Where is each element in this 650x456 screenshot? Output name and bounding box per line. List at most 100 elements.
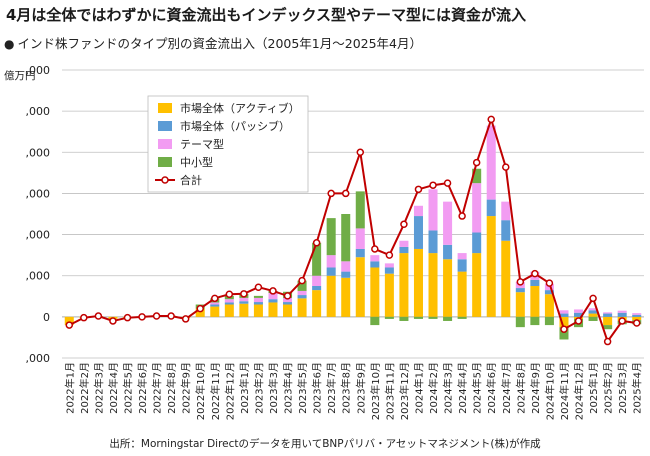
bar-passive: [443, 244, 453, 260]
bar-theme: [384, 263, 394, 268]
bar-small: [341, 214, 351, 262]
bar-small: [253, 295, 263, 298]
x-tick-label: 2022年3月: [92, 362, 105, 414]
x-tick-label: 2023年12月: [398, 362, 411, 420]
bar-passive: [283, 302, 293, 305]
legend-swatch-small: [158, 157, 172, 167]
bar-theme: [632, 313, 642, 315]
bar-passive: [544, 290, 554, 295]
x-tick-label: 2024年10月: [543, 362, 556, 420]
total-point: [327, 189, 335, 198]
bar-passive: [632, 314, 642, 317]
bar-passive: [588, 310, 598, 314]
total-point: [225, 290, 234, 298]
bar-passive: [472, 232, 482, 254]
bar-theme: [341, 261, 351, 272]
bar-passive: [457, 259, 467, 272]
total-point: [196, 304, 204, 313]
headline: 4月は全体ではわずかに資金流出もインデックス型やテーマ型には資金が流入: [6, 6, 526, 24]
total-point: [458, 212, 466, 220]
bar-passive: [224, 302, 234, 305]
total-point: [618, 317, 626, 325]
total-point: [341, 189, 350, 198]
x-tick-label: 2023年1月: [238, 362, 251, 414]
total-line: [65, 115, 641, 346]
x-tick-label: 2024年5月: [471, 362, 484, 414]
bar-active: [384, 273, 394, 317]
total-point: [80, 313, 88, 322]
bar-small: [603, 325, 613, 330]
bar-theme: [413, 205, 423, 217]
total-point: [414, 185, 423, 194]
bar-active: [399, 253, 409, 317]
bar-active: [355, 257, 365, 317]
total-point: [181, 315, 190, 323]
bar-small: [443, 316, 453, 321]
x-tick-label: 2022年4月: [107, 362, 120, 414]
bar-active: [413, 248, 423, 317]
total-point: [443, 179, 452, 187]
total-point: [123, 313, 132, 322]
total-point: [109, 317, 117, 325]
total-point: [371, 245, 379, 253]
bar-active: [224, 304, 234, 317]
total-point: [356, 148, 365, 157]
bar-passive: [210, 304, 220, 307]
total-point: [94, 312, 103, 320]
total-point: [400, 220, 408, 229]
bar-active: [312, 290, 322, 317]
legend-label-total: 合計: [180, 173, 202, 187]
legend-swatch-passive: [158, 121, 172, 131]
bar-active: [544, 294, 554, 317]
total-point: [240, 290, 248, 298]
bar-theme: [268, 292, 278, 300]
bar-active: [588, 313, 598, 317]
bar-small: [399, 316, 409, 321]
x-tick-label: 2023年9月: [354, 362, 367, 414]
bar-theme: [544, 283, 554, 291]
total-point: [632, 319, 641, 327]
fund-flow-chart: 億万円 ,000 ,000 ,000 ,000 ,000 ,000 0 ,000 2022年1…: [4, 64, 644, 420]
bar-theme: [559, 310, 569, 314]
legend-box: [147, 95, 309, 193]
y-axis-unit-label: 億万円: [4, 69, 36, 82]
total-point: [502, 163, 510, 171]
x-tick-label: 2022年7月: [151, 362, 164, 414]
bar-passive: [268, 299, 278, 303]
bar-passive: [574, 312, 584, 317]
x-tick-label: 2023年5月: [296, 362, 309, 414]
bar-passive: [253, 302, 263, 305]
x-tick-label: 2025年4月: [631, 362, 644, 414]
y-tick-label: ,000: [26, 64, 51, 77]
total-point: [574, 317, 583, 325]
x-tick-label: 2022年6月: [136, 362, 149, 414]
total-point: [560, 325, 568, 333]
x-tick-label: 2022年11月: [209, 362, 222, 420]
bar-active: [457, 271, 467, 317]
bar-theme: [326, 255, 336, 268]
y-axis-tick-labels: ,000 ,000 ,000 ,000 ,000 ,000 0 ,000: [26, 64, 51, 365]
bar-theme: [283, 297, 293, 303]
legend-marker-total: [161, 176, 169, 184]
bar-active: [370, 267, 380, 317]
bar-theme: [617, 310, 627, 313]
stacked-bars: [64, 125, 642, 340]
total-point: [254, 283, 263, 291]
bar-passive: [239, 301, 249, 304]
total-point: [472, 158, 481, 167]
x-tick-label: 2022年10月: [194, 362, 207, 420]
bar-passive: [341, 271, 351, 278]
x-tick-label: 2023年6月: [311, 362, 324, 414]
bar-active: [501, 240, 511, 317]
bar-theme: [239, 297, 249, 302]
bar-theme: [312, 275, 322, 286]
total-point: [167, 312, 175, 320]
bar-theme: [457, 253, 467, 260]
bar-passive: [428, 230, 438, 254]
bar-small: [297, 280, 307, 291]
bar-small: [355, 191, 365, 229]
x-tick-label: 2022年1月: [63, 362, 76, 414]
bar-theme: [370, 255, 380, 262]
legend-label-small: 中小型: [180, 155, 213, 169]
x-tick-label: 2023年10月: [369, 362, 382, 420]
